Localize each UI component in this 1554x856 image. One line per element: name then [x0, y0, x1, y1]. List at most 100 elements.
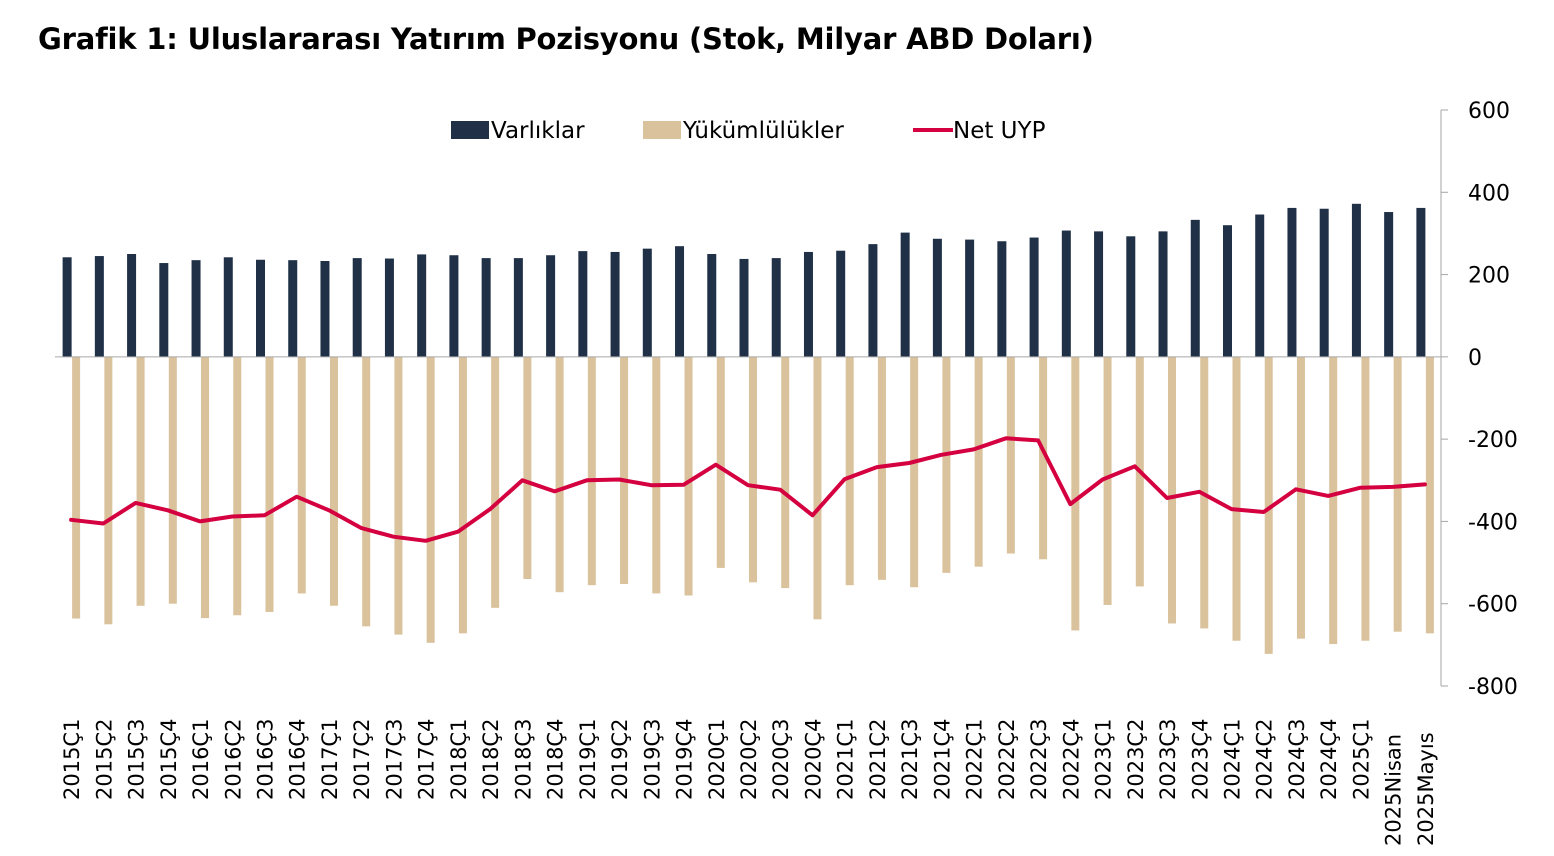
asset-bar [62, 257, 72, 357]
liabilities-bars [72, 356, 1434, 654]
asset-bar [256, 259, 266, 357]
asset-bar [1287, 207, 1297, 357]
category-label: 2015Ç2 [92, 719, 116, 800]
asset-bar [417, 254, 427, 357]
category-label: 2022Ç2 [995, 719, 1019, 800]
liability-bar [104, 356, 113, 625]
y-tick-label: 400 [1468, 181, 1510, 206]
asset-bar [223, 257, 233, 357]
liability-bar [845, 356, 854, 586]
assets-bars [62, 203, 1426, 357]
liability-bar [1264, 356, 1273, 654]
category-label: 2018Ç4 [544, 719, 568, 800]
liability-bar [1006, 356, 1015, 554]
net-uyp-line-group [69, 436, 1427, 543]
category-label: 2021Ç3 [898, 719, 922, 800]
asset-bar [868, 244, 878, 357]
liability-bar [72, 356, 81, 619]
category-label-year: 2025 [1382, 793, 1406, 846]
category-label: 2022Ç3 [1027, 719, 1051, 800]
asset-bar [610, 251, 620, 357]
asset-bar [1158, 231, 1168, 357]
liability-bar [297, 356, 306, 594]
category-label: 2020Ç2 [737, 719, 761, 800]
asset-bar [320, 260, 330, 357]
category-label-month: Mayıs [1414, 732, 1438, 792]
liability-bar [1103, 356, 1112, 605]
category-label: 2016Ç3 [254, 719, 278, 800]
category-label: 2023Ç1 [1092, 719, 1116, 800]
asset-bar [1351, 203, 1361, 357]
axes: 600 400 200 0 -200 -400 -600 -800 [55, 99, 1518, 700]
category-label: 2020Ç3 [769, 719, 793, 800]
liability-bar [491, 356, 500, 608]
liability-bar [620, 356, 629, 584]
liability-bar [587, 356, 596, 586]
asset-bar [1126, 236, 1136, 357]
asset-bar [836, 250, 846, 357]
category-label: 2021Ç4 [930, 719, 954, 800]
category-label: 2025Mayıs [1414, 732, 1438, 846]
category-label: 2019Ç4 [673, 719, 697, 800]
liability-bar [265, 356, 274, 612]
liability-bar [974, 356, 983, 567]
liability-bar [362, 356, 371, 627]
asset-bar [127, 254, 137, 357]
liability-bar [1071, 356, 1080, 631]
asset-bar [513, 258, 523, 357]
y-tick-label: 600 [1468, 99, 1510, 124]
legend: Varlıklar Yükümlülükler Net UYP [451, 118, 1046, 144]
category-label: 2023Ç2 [1124, 719, 1148, 800]
liability-bar [458, 356, 467, 634]
category-label: 2019Ç3 [640, 719, 664, 800]
liability-bar [652, 356, 661, 594]
category-label: 2019Ç1 [576, 719, 600, 800]
category-label: 2017Ç3 [382, 719, 406, 800]
asset-bar [94, 256, 104, 357]
legend-label: Yükümlülükler [682, 118, 844, 144]
asset-bar [384, 258, 394, 357]
liability-bar [1361, 356, 1370, 641]
liability-bar [749, 356, 757, 583]
liability-bar [426, 356, 435, 643]
category-label-year: 2025 [1414, 793, 1438, 846]
category-label: 2018Ç3 [511, 719, 535, 800]
legend-label: Varlıklar [491, 118, 585, 144]
y-tick-label: -200 [1468, 428, 1518, 453]
liability-bar [329, 356, 338, 606]
liability-bar [1329, 356, 1338, 645]
liability-bar [684, 356, 693, 596]
asset-bar [159, 263, 169, 357]
asset-bar [707, 254, 717, 357]
y-tick-label: -600 [1468, 593, 1518, 618]
category-label: 2016Ç1 [189, 719, 213, 800]
category-label: 2021Ç1 [834, 719, 858, 800]
liability-bar [168, 356, 177, 604]
category-label: 2024Ç1 [1220, 719, 1244, 800]
liability-bar [394, 356, 403, 635]
asset-bar [578, 251, 588, 357]
asset-bar [1319, 208, 1329, 357]
y-tick-label: 0 [1468, 346, 1482, 371]
liability-bar [1039, 356, 1048, 560]
liability-bar [910, 356, 919, 588]
liability-bar [136, 356, 145, 606]
liability-bar [233, 356, 242, 616]
liability-bar [1425, 356, 1434, 634]
liability-bar [813, 356, 822, 620]
category-label: 2017Ç2 [350, 719, 374, 800]
asset-bar [449, 255, 459, 357]
category-label: 2019Ç2 [608, 719, 632, 800]
asset-bar [546, 255, 556, 357]
liability-bar [1168, 356, 1177, 624]
category-label: 2015Ç4 [157, 719, 181, 800]
asset-bar [1222, 225, 1232, 357]
net-uyp-line [69, 436, 1427, 543]
asset-bar [1190, 219, 1200, 357]
legend-swatch [643, 121, 681, 139]
y-tick-label: -800 [1468, 675, 1518, 700]
category-label: 2024Ç3 [1285, 719, 1309, 800]
category-label: 2016Ç2 [221, 719, 245, 800]
category-label: 2024Ç4 [1317, 719, 1341, 800]
